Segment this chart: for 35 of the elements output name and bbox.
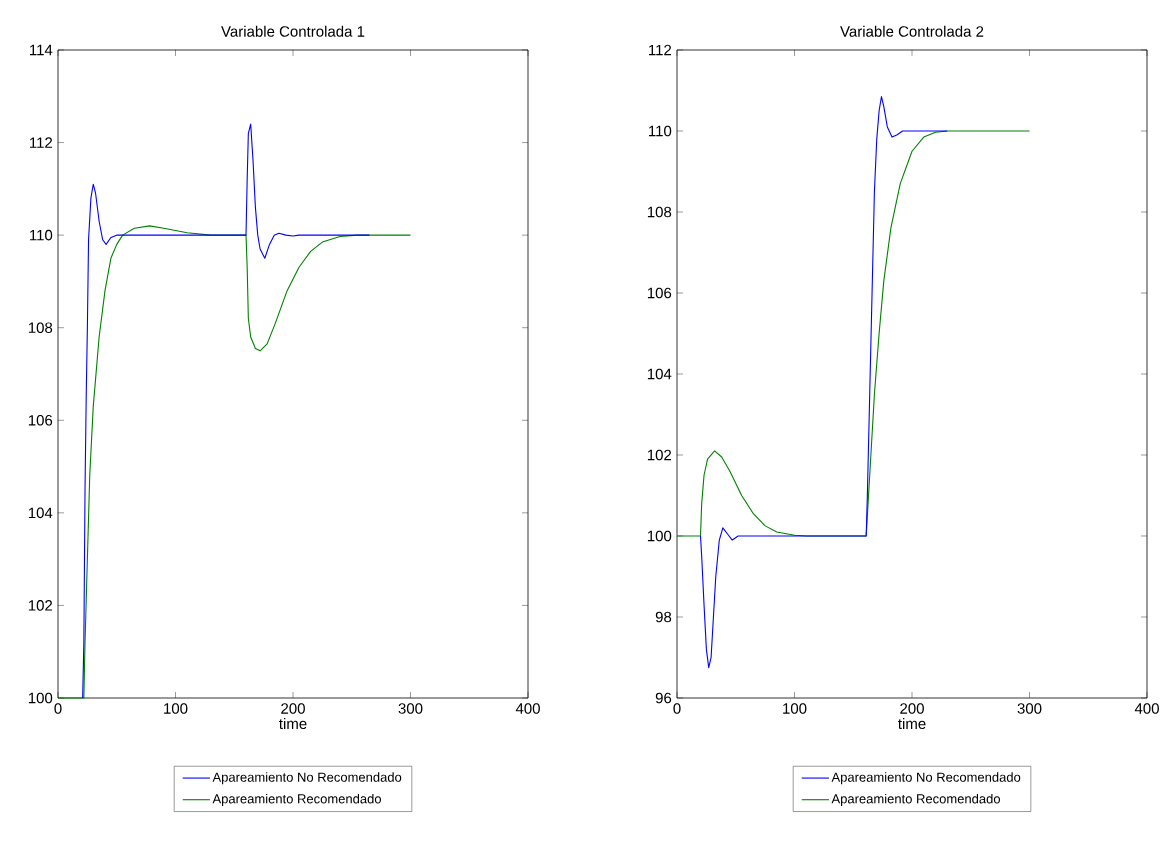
- y-tick-label: 96: [655, 692, 672, 704]
- x-tick-label: 300: [1017, 703, 1042, 714]
- x-tick-label: 0: [54, 703, 62, 714]
- x-tick-label: 400: [515, 703, 540, 714]
- x-tick-label: 400: [1134, 703, 1159, 714]
- x-tick-label: 300: [398, 703, 423, 714]
- y-tick-label: 100: [647, 530, 672, 542]
- legend-label: Apareamiento No Recomendado: [831, 772, 1021, 785]
- chart-title: Variable Controlada 2: [840, 25, 984, 37]
- x-axis-title: time: [898, 718, 926, 730]
- y-tick-label: 106: [647, 287, 672, 299]
- y-tick-label: 100: [28, 692, 53, 704]
- y-tick-label: 108: [28, 322, 53, 334]
- legend-label: Apareamiento No Recomendado: [212, 772, 402, 785]
- chart-title: Variable Controlada 1: [221, 25, 365, 37]
- x-tick-label: 0: [673, 703, 681, 714]
- y-tick-label: 110: [30, 229, 53, 241]
- y-tick-label: 112: [30, 137, 53, 148]
- legend-label: Apareamiento Recomendado: [831, 793, 1001, 807]
- x-axis-title: time: [279, 718, 307, 730]
- y-tick-label: 104: [28, 507, 53, 519]
- legend-label: Apareamiento Recomendado: [212, 793, 382, 807]
- y-tick-label: 98: [655, 611, 672, 623]
- x-tick-label: 100: [783, 703, 807, 714]
- x-tick-label: 200: [900, 703, 924, 714]
- y-tick-label: 106: [28, 414, 53, 426]
- y-tick-label: 110: [649, 125, 672, 137]
- y-tick-label: 108: [647, 206, 672, 218]
- x-tick-label: 200: [281, 703, 305, 714]
- x-tick-label: 100: [164, 703, 188, 714]
- y-tick-label: 102: [647, 449, 672, 461]
- y-tick-label: 102: [28, 600, 53, 611]
- y-tick-label: 114: [30, 44, 53, 56]
- y-tick-label: 112: [649, 44, 672, 56]
- y-tick-label: 104: [647, 368, 672, 380]
